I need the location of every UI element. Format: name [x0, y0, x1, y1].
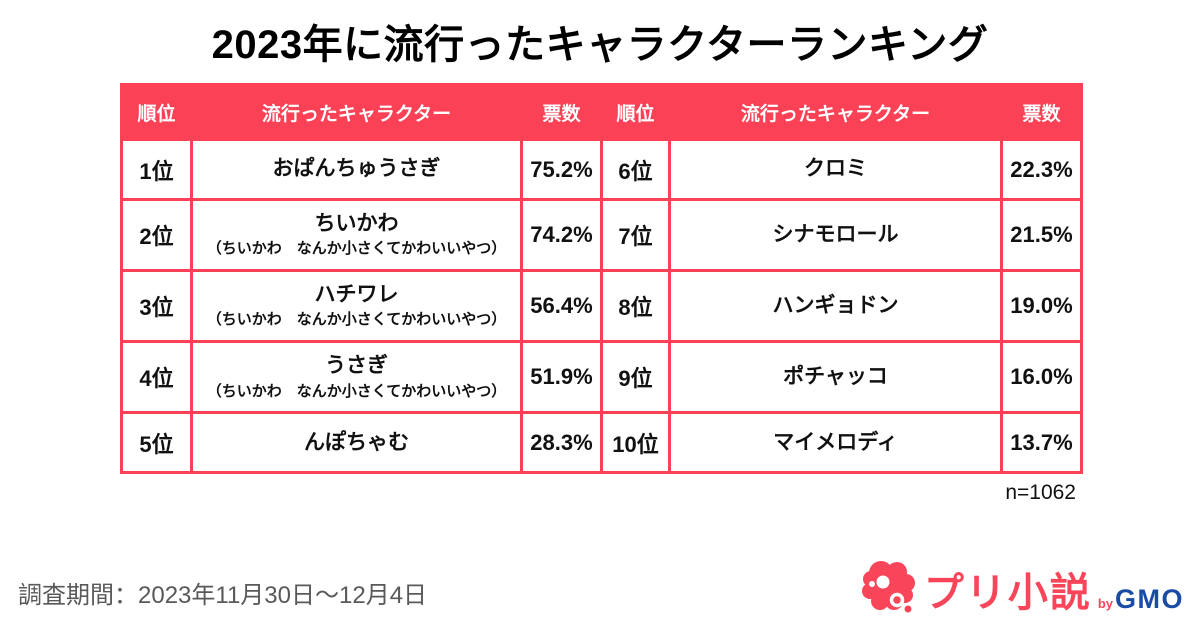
rank-cell: 6位	[600, 138, 671, 201]
votes-cell: 21.5%	[1000, 197, 1083, 273]
rank-cell: 10位	[600, 411, 671, 475]
rank-cell: 8位	[600, 269, 671, 344]
character-name: クロミ	[804, 157, 867, 181]
survey-period: 調査期間：2023年11月30日〜12月4日	[18, 582, 428, 609]
ranking-table: 順位 流行ったキャラクター 票数 順位 流行ったキャラクター 票数 1位 おぱん…	[120, 83, 1083, 475]
character-name: んぽちゃむ	[304, 430, 409, 454]
votes-cell: 75.2%	[520, 138, 603, 201]
table-row: 2位 ちいかわ （ちいかわ なんか小さくてかわいいやつ） 74.2% 7位 シナ…	[120, 197, 1083, 273]
header-votes-right: 票数	[1000, 83, 1083, 141]
character-cell: ポチャッコ	[668, 340, 1003, 415]
character-name: ハチワレ	[314, 283, 399, 307]
sample-size: n=1062	[1005, 481, 1076, 505]
character-name: ちいかわ	[314, 212, 399, 235]
rank-cell: 9位	[600, 340, 671, 415]
brand-by: by	[1097, 596, 1113, 611]
character-cell: シナモロール	[668, 197, 1003, 273]
votes-cell: 16.0%	[1000, 340, 1083, 415]
ranking-table-wrap: 順位 流行ったキャラクター 票数 順位 流行ったキャラクター 票数 1位 おぱん…	[120, 83, 1083, 505]
rank-cell: 2位	[120, 197, 193, 273]
brand-company: GMO	[1115, 584, 1184, 614]
votes-cell: 13.7%	[1000, 411, 1083, 475]
table-body: 1位 おぱんちゅうさぎ 75.2% 6位 クロミ 22.3% 2位 ちいかわ （…	[120, 138, 1083, 475]
character-name: おぱんちゅうさぎ	[272, 157, 441, 181]
character-name: うさぎ	[325, 354, 388, 378]
votes-cell: 22.3%	[1000, 138, 1083, 201]
character-name: マイメロディ	[773, 430, 898, 454]
character-name: シナモロール	[772, 222, 899, 246]
character-name: ポチャッコ	[783, 365, 888, 389]
character-cell: クロミ	[668, 138, 1003, 201]
brand-logo: プリ小説 by GMO	[860, 558, 1184, 616]
page-title: 2023年に流行ったキャラクターランキング	[211, 23, 989, 67]
table-row: 4位 うさぎ （ちいかわ なんか小さくてかわいいやつ） 51.9% 9位 ポチャ…	[120, 340, 1083, 415]
table-header-row: 順位 流行ったキャラクター 票数 順位 流行ったキャラクター 票数	[120, 83, 1083, 141]
rank-cell: 3位	[120, 269, 193, 344]
rank-cell: 5位	[120, 411, 193, 475]
header-rank-right: 順位	[600, 83, 671, 141]
character-cell: んぽちゃむ	[190, 411, 523, 475]
table-row: 1位 おぱんちゅうさぎ 75.2% 6位 クロミ 22.3%	[120, 138, 1083, 201]
table-row: 3位 ハチワレ （ちいかわ なんか小さくてかわいいやつ） 56.4% 8位 ハン…	[120, 269, 1083, 344]
rank-cell: 1位	[120, 138, 193, 201]
votes-cell: 56.4%	[520, 269, 603, 344]
character-note: （ちいかわ なんか小さくてかわいいやつ）	[206, 311, 507, 329]
votes-cell: 74.2%	[520, 197, 603, 273]
character-cell: おぱんちゅうさぎ	[190, 138, 523, 201]
rank-cell: 4位	[120, 340, 193, 415]
character-name: ハンギョドン	[772, 293, 899, 317]
character-cell: ハチワレ （ちいかわ なんか小さくてかわいいやつ）	[190, 269, 523, 344]
character-cell: うさぎ （ちいかわ なんか小さくてかわいいやつ）	[190, 340, 523, 415]
character-note: （ちいかわ なんか小さくてかわいいやつ）	[206, 382, 507, 400]
header-character-right: 流行ったキャラクター	[668, 83, 1003, 141]
rank-cell: 7位	[600, 197, 671, 273]
votes-cell: 19.0%	[1000, 269, 1083, 344]
character-cell: ちいかわ （ちいかわ なんか小さくてかわいいやつ）	[190, 197, 523, 273]
table-row: 5位 んぽちゃむ 28.3% 10位 マイメロディ 13.7%	[120, 411, 1083, 475]
votes-cell: 51.9%	[520, 340, 603, 415]
brand-name: プリ小説	[923, 571, 1092, 615]
character-note: （ちいかわ なんか小さくてかわいいやつ）	[206, 240, 507, 258]
purinovel-cloud-icon	[861, 561, 915, 613]
header-votes-left: 票数	[520, 83, 603, 141]
character-cell: マイメロディ	[668, 411, 1003, 475]
votes-cell: 28.3%	[520, 411, 603, 475]
character-cell: ハンギョドン	[668, 269, 1003, 344]
header-character-left: 流行ったキャラクター	[190, 83, 523, 141]
header-rank-left: 順位	[120, 83, 193, 141]
